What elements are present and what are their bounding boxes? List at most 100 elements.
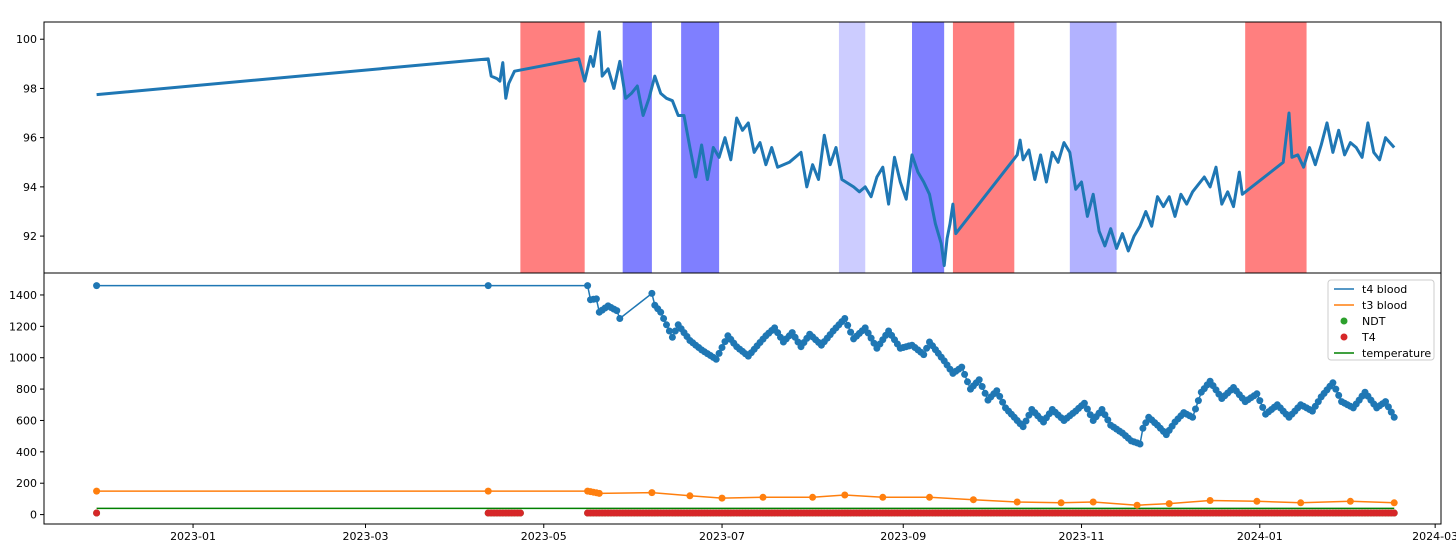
data-point — [660, 315, 668, 322]
legend-label: t3 blood — [1362, 299, 1407, 312]
data-point — [93, 487, 101, 495]
data-point — [1133, 501, 1141, 509]
data-point — [484, 282, 492, 290]
data-point — [93, 282, 101, 290]
data-point — [1382, 398, 1389, 406]
x-tick-label: 2023-11 — [1059, 530, 1105, 543]
data-point — [1013, 498, 1021, 506]
data-point — [648, 489, 656, 497]
data-point — [867, 334, 875, 342]
data-point — [870, 339, 878, 347]
data-point — [1101, 411, 1109, 419]
bottom-y-tick-label: 200 — [16, 477, 37, 490]
bottom-y-tick-label: 400 — [16, 446, 37, 459]
data-point — [484, 487, 492, 495]
bottom-axes-frame — [43, 272, 1442, 525]
x-tick-label: 2023-09 — [880, 530, 926, 543]
legend-box — [1327, 279, 1435, 361]
shared-x-axis: 2023-01 2023-03 2023-05 2023-07 2023-09 2023-… — [170, 524, 1456, 543]
data-point — [1194, 397, 1202, 405]
legend-label: T4 — [1361, 331, 1376, 344]
top-y-tick-label: 100 — [16, 33, 37, 46]
data-point — [93, 509, 101, 517]
data-point — [718, 494, 726, 502]
data-point — [1136, 440, 1144, 448]
data-point — [847, 328, 855, 336]
x-tick-label: 2024-03 — [1412, 530, 1456, 543]
legend-label: NDT — [1362, 315, 1386, 328]
top-y-tick-label: 92 — [23, 230, 37, 243]
data-point — [665, 327, 673, 335]
bottom-y-tick-label: 1400 — [9, 289, 37, 302]
shaded-region-3 — [838, 22, 866, 273]
data-point — [1256, 397, 1264, 405]
data-point — [861, 324, 869, 332]
data-point — [1192, 405, 1199, 413]
data-point — [592, 295, 600, 303]
data-point — [1259, 403, 1267, 411]
data-point — [809, 493, 817, 501]
data-point — [1165, 500, 1173, 508]
top-y-tick-label: 94 — [23, 181, 37, 194]
legend-marker-swatch — [1340, 317, 1348, 325]
data-point — [1297, 499, 1305, 507]
x-tick-label: 2023-07 — [699, 530, 745, 543]
series-T4 — [93, 509, 1398, 517]
bottom-plot-area — [93, 282, 1398, 517]
data-point — [1206, 497, 1214, 504]
x-tick-label: 2023-03 — [343, 530, 389, 543]
data-point — [668, 333, 676, 341]
data-point — [1080, 399, 1088, 407]
data-point — [759, 493, 767, 501]
data-point — [844, 321, 852, 329]
data-point — [1104, 416, 1112, 424]
data-point — [923, 344, 931, 352]
data-point — [1089, 498, 1097, 506]
data-point — [993, 387, 1001, 395]
data-point — [1390, 509, 1398, 517]
data-point — [964, 378, 971, 386]
top-series-line-0 — [96, 30, 1396, 268]
legend-label: temperature — [1362, 347, 1431, 360]
data-point — [1086, 411, 1094, 419]
series-t3-blood — [93, 487, 1398, 509]
shaded-region-7 — [1245, 22, 1307, 273]
bottom-y-tick-label: 600 — [16, 414, 37, 427]
bottom-y-tick-label: 800 — [16, 383, 37, 396]
data-point — [1025, 411, 1033, 419]
top-y-tick-label: 96 — [23, 132, 37, 145]
shaded-region-5 — [952, 22, 1015, 273]
bottom-y-tick-label: 1200 — [9, 320, 37, 333]
data-point — [715, 349, 723, 357]
legend-entry: NDT — [1340, 315, 1386, 328]
data-point — [712, 355, 720, 363]
data-point — [1139, 424, 1147, 432]
data-point — [686, 492, 694, 500]
bottom-y-tick-label: 0 — [30, 509, 37, 522]
data-point — [926, 493, 933, 501]
x-tick-label: 2023-05 — [521, 530, 567, 543]
data-point — [841, 491, 849, 499]
data-point — [663, 321, 670, 329]
data-point — [958, 363, 966, 371]
legend: t4 blood t3 blood NDT T4 temperature — [1327, 279, 1435, 361]
data-point — [613, 307, 621, 315]
data-point — [920, 351, 928, 359]
top-chart-panel: 92 94 96 98 100 — [16, 21, 1442, 274]
x-tick-label: 2024-01 — [1237, 530, 1283, 543]
bottom-chart-panel: 0 200 400 600 800 1000 1200 1400 — [9, 272, 1442, 525]
data-point — [516, 509, 524, 517]
legend-entry: T4 — [1340, 331, 1376, 344]
legend-entry: t4 blood — [1334, 283, 1407, 296]
top-axes-frame — [43, 21, 1442, 274]
series-t4-blood — [93, 282, 1398, 448]
data-point — [975, 376, 983, 384]
data-point — [1387, 408, 1395, 416]
data-point — [616, 315, 624, 322]
data-point — [1335, 391, 1343, 399]
data-point — [1384, 403, 1392, 411]
data-point — [1329, 379, 1337, 387]
bottom-y-tick-label: 1000 — [9, 352, 37, 365]
data-point — [978, 383, 986, 390]
